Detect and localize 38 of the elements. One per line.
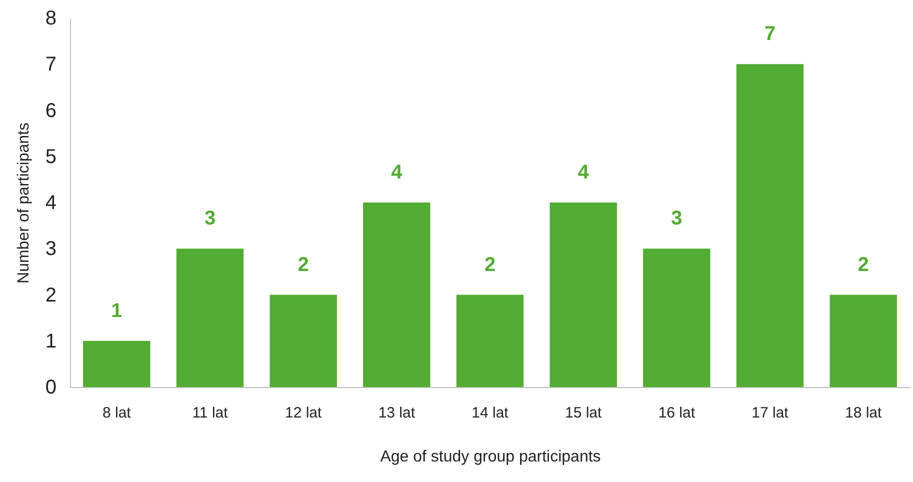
- y-axis-title: Number of participants: [15, 122, 32, 284]
- y-tick-label: 8: [45, 8, 56, 30]
- x-tick-label: 14 lat: [472, 404, 510, 422]
- bar: [550, 202, 617, 387]
- y-tick-label: 2: [45, 284, 56, 306]
- data-label: 3: [671, 208, 682, 230]
- bar: [830, 294, 897, 387]
- bar: [736, 64, 804, 387]
- x-tick-label: 17 lat: [752, 404, 790, 422]
- y-tick-label: 5: [45, 146, 56, 168]
- data-label: 4: [578, 162, 590, 184]
- y-tick-label: 7: [45, 54, 56, 76]
- y-tick-label: 3: [45, 238, 56, 260]
- y-tick-label: 0: [45, 376, 56, 398]
- data-label: 7: [764, 23, 776, 46]
- bar: [83, 340, 150, 387]
- data-label: 1: [111, 300, 122, 322]
- data-label: 2: [484, 254, 496, 276]
- bar: [270, 294, 337, 387]
- data-label: 2: [858, 254, 869, 276]
- x-tick-label: 13 lat: [378, 404, 416, 422]
- x-axis-title: Age of study group participants: [380, 448, 601, 466]
- x-tick-label: 15 lat: [564, 404, 603, 422]
- y-tick-label: 1: [45, 330, 56, 352]
- x-tick-label: 12 lat: [284, 404, 323, 422]
- bar: [643, 248, 710, 387]
- data-label: 3: [204, 208, 216, 230]
- y-tick-label: 6: [45, 100, 56, 122]
- x-tick-label: 18 lat: [844, 404, 883, 422]
- bar: [176, 248, 244, 387]
- bar: [456, 294, 524, 387]
- x-tick-label: 11 lat: [192, 404, 229, 422]
- y-tick-label: 4: [45, 192, 56, 214]
- x-tick-label: 16 lat: [658, 404, 696, 422]
- x-tick-label: 8 lat: [102, 404, 132, 422]
- bar: [363, 202, 430, 387]
- data-label: 4: [391, 162, 404, 184]
- data-label: 2: [298, 254, 309, 276]
